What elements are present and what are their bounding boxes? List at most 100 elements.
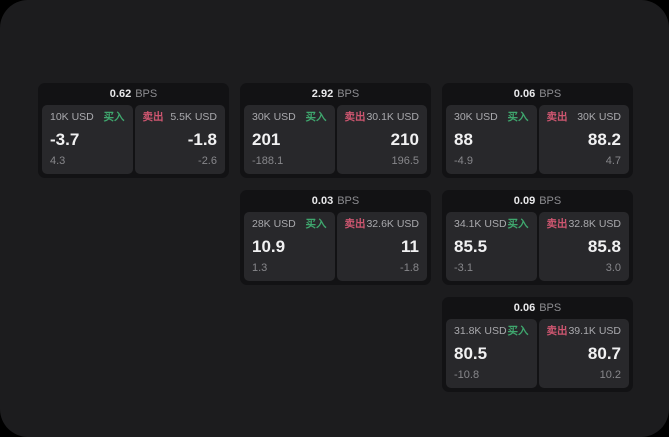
quote-panels: 30K USD 买入 88 -4.9 卖出 30K USD 88.2 4.7 (442, 105, 633, 174)
quote-card: 2.92 BPS 30K USD 买入 201 -188.1 卖出 30.1K … (240, 83, 431, 178)
buy-panel[interactable]: 31.8K USD 买入 80.5 -10.8 (446, 319, 537, 388)
bps-value: 0.62 (109, 87, 132, 100)
buy-price: -3.7 (50, 129, 80, 149)
sell-amount-label: 32.6K USD (366, 218, 419, 230)
bps-value: 0.09 (513, 194, 536, 207)
sell-price: -1.8 (187, 129, 217, 149)
bps-suffix-label: BPS (337, 87, 360, 100)
buy-tag: 买入 (305, 218, 327, 230)
sell-sub-value: -1.8 (400, 262, 419, 274)
sell-panel-top: 卖出 30.1K USD (345, 112, 420, 123)
quote-card: 0.03 BPS 28K USD 买入 10.9 1.3 卖出 32.6K US… (240, 190, 431, 285)
sell-sub-value: 3.0 (605, 262, 621, 274)
buy-panel-top: 30K USD 买入 (454, 112, 529, 123)
buy-amount-label: 30K USD (252, 111, 296, 123)
buy-price: 88 (454, 129, 473, 149)
sell-panel-top: 卖出 32.6K USD (345, 219, 420, 230)
bps-suffix-label: BPS (539, 87, 562, 100)
quote-card: 0.06 BPS 30K USD 买入 88 -4.9 卖出 30K USD 8… (442, 83, 633, 178)
sell-panel[interactable]: 卖出 30K USD 88.2 4.7 (538, 105, 629, 174)
sell-panel-top: 卖出 32.8K USD (547, 219, 622, 230)
sell-panel[interactable]: 卖出 30.1K USD 210 196.5 (336, 105, 427, 174)
bps-header: 0.06 BPS (442, 297, 633, 319)
bps-header: 2.92 BPS (240, 83, 431, 105)
bps-suffix-label: BPS (135, 87, 158, 100)
bps-value: 0.03 (311, 194, 334, 207)
sell-amount-label: 32.8K USD (568, 218, 621, 230)
quote-panels: 31.8K USD 买入 80.5 -10.8 卖出 39.1K USD 80.… (442, 319, 633, 388)
sell-tag: 卖出 (344, 111, 366, 123)
buy-panel-top: 30K USD 买入 (252, 112, 327, 123)
bps-header: 0.09 BPS (442, 190, 633, 212)
bps-value: 0.06 (513, 87, 536, 100)
quote-panels: 28K USD 买入 10.9 1.3 卖出 32.6K USD 11 -1.8 (240, 212, 431, 281)
sell-panel-top: 卖出 30K USD (547, 112, 622, 123)
quote-card: 0.09 BPS 34.1K USD 买入 85.5 -3.1 卖出 32.8K… (442, 190, 633, 285)
sell-amount-label: 5.5K USD (170, 111, 217, 123)
buy-sub-value: 4.3 (50, 155, 66, 167)
buy-panel-top: 28K USD 买入 (252, 219, 327, 230)
buy-panel[interactable]: 30K USD 买入 88 -4.9 (446, 105, 537, 174)
sell-panel-top: 卖出 39.1K USD (547, 326, 622, 337)
sell-amount-label: 30K USD (577, 111, 621, 123)
sell-sub-value: 4.7 (605, 155, 621, 167)
quote-panels: 34.1K USD 买入 85.5 -3.1 卖出 32.8K USD 85.8… (442, 212, 633, 281)
buy-panel[interactable]: 30K USD 买入 201 -188.1 (244, 105, 335, 174)
bps-header: 0.03 BPS (240, 190, 431, 212)
bps-suffix-label: BPS (539, 301, 562, 314)
sell-tag: 卖出 (546, 325, 568, 337)
buy-amount-label: 30K USD (454, 111, 498, 123)
bps-value: 0.06 (513, 301, 536, 314)
quote-panels: 10K USD 买入 -3.7 4.3 卖出 5.5K USD -1.8 -2.… (38, 105, 229, 174)
buy-panel[interactable]: 10K USD 买入 -3.7 4.3 (42, 105, 133, 174)
buy-panel[interactable]: 28K USD 买入 10.9 1.3 (244, 212, 335, 281)
sell-tag: 卖出 (546, 218, 568, 230)
sell-panel[interactable]: 卖出 32.6K USD 11 -1.8 (336, 212, 427, 281)
buy-amount-label: 34.1K USD (454, 218, 507, 230)
buy-amount-label: 31.8K USD (454, 325, 507, 337)
sell-price: 80.7 (587, 343, 621, 363)
sell-amount-label: 39.1K USD (568, 325, 621, 337)
buy-tag: 买入 (507, 111, 529, 123)
buy-tag: 买入 (305, 111, 327, 123)
buy-price: 201 (252, 129, 281, 149)
buy-amount-label: 28K USD (252, 218, 296, 230)
quote-card: 0.62 BPS 10K USD 买入 -3.7 4.3 卖出 5.5K USD… (38, 83, 229, 178)
buy-panel[interactable]: 34.1K USD 买入 85.5 -3.1 (446, 212, 537, 281)
sell-price: 88.2 (587, 129, 621, 149)
sell-amount-label: 30.1K USD (366, 111, 419, 123)
sell-sub-value: -2.6 (198, 155, 217, 167)
buy-panel-top: 34.1K USD 买入 (454, 219, 529, 230)
buy-tag: 买入 (507, 325, 529, 337)
sell-price: 210 (390, 129, 419, 149)
sell-price: 85.8 (587, 236, 621, 256)
buy-price: 10.9 (252, 236, 286, 256)
bps-suffix-label: BPS (539, 194, 562, 207)
buy-amount-label: 10K USD (50, 111, 94, 123)
buy-tag: 买入 (103, 111, 125, 123)
sell-panel[interactable]: 卖出 32.8K USD 85.8 3.0 (538, 212, 629, 281)
buy-sub-value: 1.3 (252, 262, 268, 274)
buy-sub-value: -3.1 (454, 262, 473, 274)
bps-suffix-label: BPS (337, 194, 360, 207)
sell-panel-top: 卖出 5.5K USD (143, 112, 218, 123)
bps-header: 0.06 BPS (442, 83, 633, 105)
sell-panel[interactable]: 卖出 5.5K USD -1.8 -2.6 (134, 105, 225, 174)
sell-tag: 卖出 (546, 111, 568, 123)
bps-value: 2.92 (311, 87, 334, 100)
buy-tag: 买入 (507, 218, 529, 230)
sell-panel[interactable]: 卖出 39.1K USD 80.7 10.2 (538, 319, 629, 388)
bps-header: 0.62 BPS (38, 83, 229, 105)
buy-sub-value: -4.9 (454, 155, 473, 167)
buy-sub-value: -188.1 (252, 155, 284, 167)
buy-price: 85.5 (454, 236, 488, 256)
quote-card: 0.06 BPS 31.8K USD 买入 80.5 -10.8 卖出 39.1… (442, 297, 633, 392)
buy-sub-value: -10.8 (454, 369, 480, 381)
sell-sub-value: 196.5 (391, 155, 419, 167)
buy-panel-top: 31.8K USD 买入 (454, 326, 529, 337)
buy-panel-top: 10K USD 买入 (50, 112, 125, 123)
buy-price: 80.5 (454, 343, 488, 363)
sell-tag: 卖出 (344, 218, 366, 230)
quote-panels: 30K USD 买入 201 -188.1 卖出 30.1K USD 210 1… (240, 105, 431, 174)
